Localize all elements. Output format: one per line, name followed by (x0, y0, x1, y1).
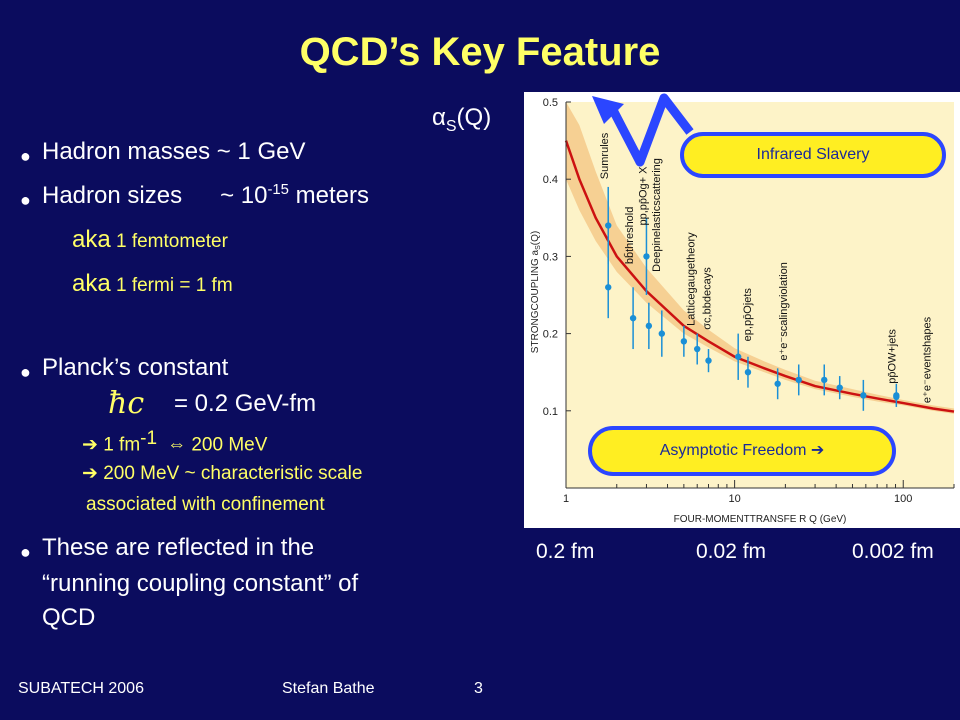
asymptotic-freedom-callout: Asymptotic Freedom ➔ (588, 426, 896, 476)
y-tick-label-2: 0.3 (543, 251, 558, 263)
bullet-planck: Planck’s constant (42, 354, 229, 381)
x-axis-title: FOUR-MOMENTTRANSFE R Q (GeV) (674, 514, 847, 525)
arrow-right-icon: ➔ (810, 442, 825, 459)
sub-bullet-fm-inverse: ➔ 1 fm-1 ⇔ 200 MeV (82, 428, 267, 456)
data-point-14 (836, 384, 843, 391)
y-tick-label-3: 0.4 (543, 174, 558, 186)
footer-conference: SUBATECH 2006 (18, 680, 144, 697)
bullet-dot: ● (20, 146, 31, 166)
scale-line-2: associated with confinement (86, 494, 325, 515)
data-point-15 (860, 392, 867, 399)
planck-value: = 0.2 GeV-fm (174, 390, 317, 417)
aka-femtometer-text: 1 femtometer (110, 231, 228, 252)
data-point-2 (629, 314, 637, 322)
measurement-label-7: e⁺e⁻scalingviolation (778, 262, 790, 360)
data-point-4 (645, 322, 653, 330)
data-point-12 (795, 376, 802, 384)
y-tick-label-1: 0.2 (543, 329, 558, 341)
bullet-dot: ● (20, 542, 31, 562)
bullet-hadron-sizes: Hadron sizes ~ 10-15 meters (42, 182, 369, 210)
measurement-label-0: Sumrules (599, 132, 611, 179)
alpha-s-label: αS(Q) (432, 104, 491, 136)
measurement-label-3: Deepinelasticscattering (651, 158, 663, 272)
measurement-label-5: σc,bbdecays (702, 267, 714, 330)
footer-author: Stefan Bathe (282, 680, 375, 697)
aka-fermi-text: 1 fermi = 1 fm (110, 275, 233, 296)
x-tick-label-2: 100 (894, 493, 912, 505)
alpha-subscript: S (445, 117, 457, 135)
data-point-5 (658, 330, 666, 337)
measurement-label-2: pp,pp̄Og+ X (637, 166, 649, 226)
fm-inverse-exponent: -1 (140, 428, 158, 449)
arrow-right-icon: ➔ (82, 463, 98, 484)
data-point-7 (694, 345, 701, 353)
hadron-sizes-value: ~ 10 (220, 182, 268, 209)
aka-fermi: aka 1 fermi = 1 fm (72, 270, 233, 298)
y-tick-label-4: 0.5 (543, 97, 558, 109)
bullet-reflected-line-3: QCD (42, 604, 96, 631)
sub-bullet-scale: ➔ 200 MeV ~ characteristic scale (82, 462, 362, 485)
data-point-0 (605, 222, 612, 229)
asymptotic-freedom-text: Asymptotic Freedom (659, 442, 807, 459)
data-point-8 (705, 357, 712, 364)
aka-word: aka (72, 270, 111, 297)
data-point-9 (734, 353, 742, 360)
slide-title: QCD’s Key Feature (299, 30, 661, 74)
equivalence-icon: ⇔ (167, 434, 187, 456)
hadron-sizes-unit: meters (288, 182, 369, 209)
bullet-dot: ● (20, 362, 31, 382)
y-axis-title: STRONGCOUPLING aS(Q) (530, 231, 542, 353)
data-point-1 (605, 284, 612, 291)
data-point-13 (821, 376, 828, 384)
fm-inverse-text: 1 fm (97, 434, 141, 456)
y-tick-label-0: 0.1 (543, 406, 558, 418)
x-tick-label-0: 1 (563, 493, 569, 505)
measurement-label-4: Latticegaugetheory (686, 232, 698, 326)
aka-femtometer: aka 1 femtometer (72, 226, 228, 254)
bullet-hadron-masses: Hadron masses ~ 1 GeV (42, 138, 306, 165)
distance-label-0: 0.2 fm (536, 540, 595, 563)
data-point-3 (643, 253, 650, 260)
distance-label-1: 0.02 fm (696, 540, 767, 563)
alpha-s-curve (564, 140, 955, 413)
measurement-label-6: ep,pp̄Ojets (742, 288, 754, 342)
hadron-sizes-exponent: -15 (267, 182, 289, 198)
bullet-dot: ● (20, 190, 31, 210)
data-point-11 (774, 380, 781, 387)
aka-word: aka (72, 226, 111, 253)
data-point-10 (744, 369, 752, 376)
x-tick-label-1: 10 (728, 493, 740, 505)
data-point-17 (893, 393, 900, 401)
scale-line-1: 200 MeV ~ characteristic scale (97, 463, 363, 484)
infrared-slavery-callout: Infrared Slavery (680, 132, 946, 178)
measurement-label-9: e⁺e⁻eventshapes (921, 316, 933, 403)
distance-label-2: 0.002 fm (852, 540, 934, 563)
fm-inverse-mev: 200 MeV (186, 434, 268, 456)
measurement-label-8: pp̄OW+jets (887, 329, 899, 384)
data-point-6 (680, 338, 688, 345)
bullet-reflected-line-1: These are reflected in the (42, 534, 315, 561)
arrow-right-icon: ➔ (82, 434, 98, 456)
hadron-sizes-label: Hadron sizes (42, 182, 183, 209)
hbar-c-symbol: ħc (108, 386, 145, 421)
bullet-reflected-line-2: “running coupling constant” of (42, 570, 359, 597)
footer-page-number: 3 (474, 680, 483, 697)
alpha-symbol: α (432, 104, 446, 131)
alpha-argument: (Q) (456, 104, 492, 131)
measurement-label-1: bb̄threshold (623, 207, 636, 265)
